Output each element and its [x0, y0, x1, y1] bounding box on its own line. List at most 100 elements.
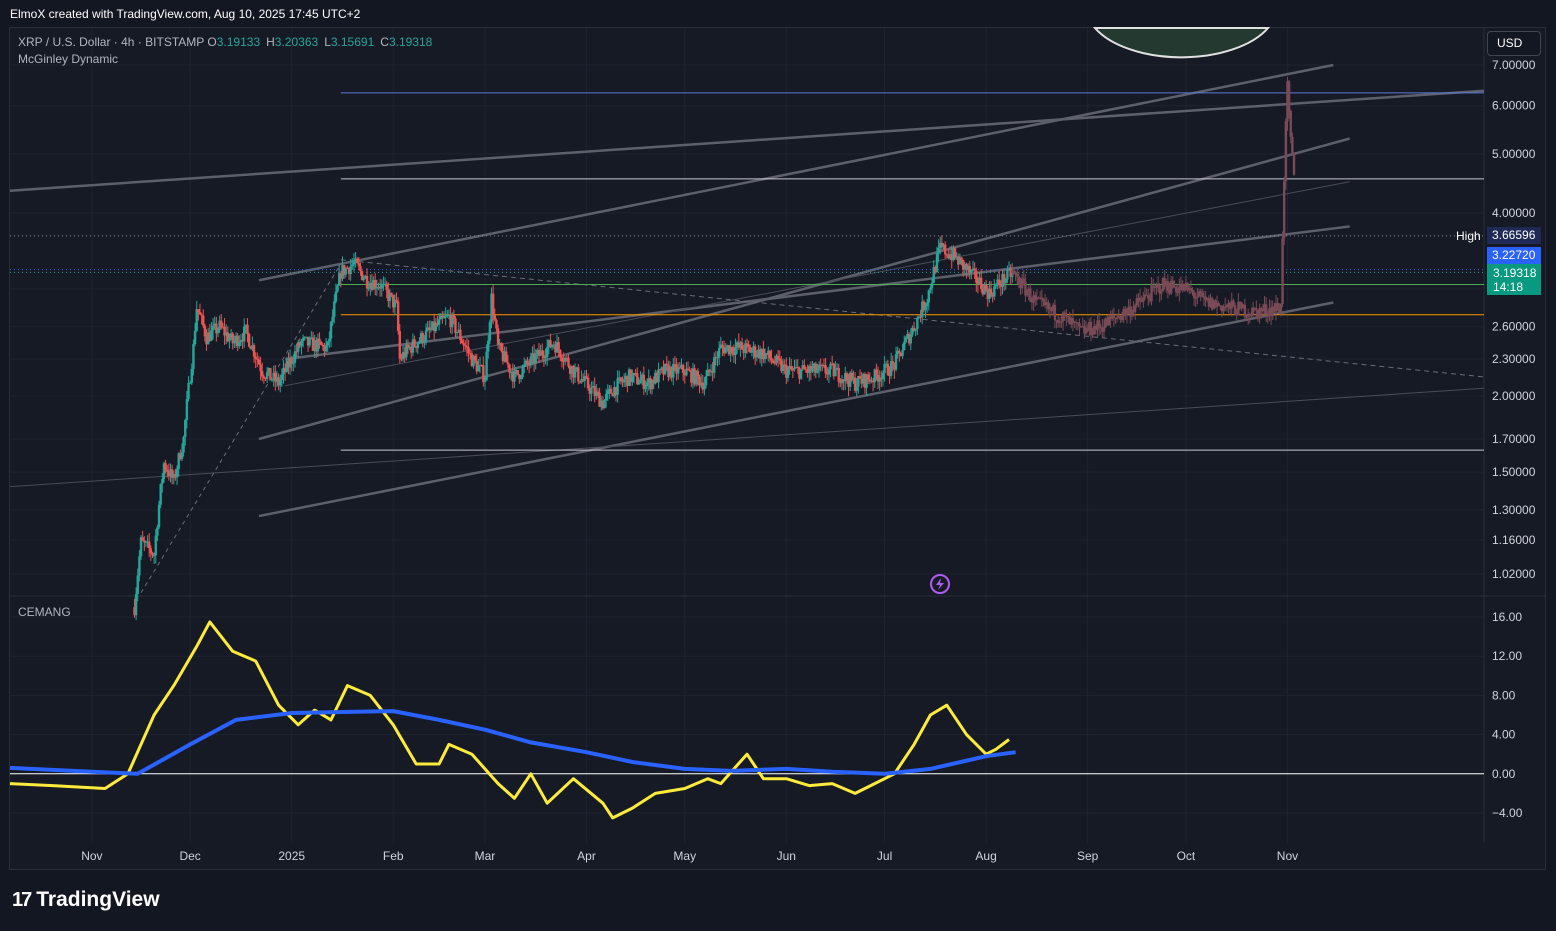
- candle-body: [387, 290, 390, 301]
- tradingview-logo[interactable]: 17 TradingView: [12, 888, 160, 912]
- candle-body: [883, 363, 886, 374]
- candle-body: [629, 369, 632, 383]
- candle-body: [829, 363, 832, 370]
- projection-body: [1291, 136, 1294, 155]
- candle-body: [788, 366, 791, 370]
- osc-tick-label: 16.00: [1492, 610, 1522, 624]
- candle-body: [943, 244, 947, 255]
- candle-body: [275, 377, 279, 382]
- indicator-label[interactable]: McGinley Dynamic: [18, 52, 119, 66]
- candle-body: [588, 388, 591, 394]
- candle-body: [824, 365, 827, 374]
- candle-body: [277, 377, 280, 386]
- projection-body: [1027, 288, 1030, 293]
- candle-body: [796, 366, 799, 368]
- projection-body: [1132, 309, 1135, 313]
- chart-credit: ElmoX created with TradingView.com, Aug …: [10, 7, 361, 21]
- projection-body: [1212, 300, 1215, 310]
- candle-body: [464, 345, 467, 347]
- candle-body: [267, 368, 270, 373]
- oscillator-label[interactable]: CEMANG: [18, 605, 71, 619]
- projection-body: [1186, 282, 1189, 291]
- candle-body: [925, 302, 929, 307]
- projection-body: [1276, 303, 1279, 309]
- high-price-tag: 3.66596: [1487, 227, 1541, 244]
- projection-body: [1040, 297, 1043, 299]
- candle-body: [916, 317, 919, 330]
- candle-body: [763, 353, 767, 360]
- candle-body: [243, 326, 246, 342]
- candle-body: [840, 379, 844, 384]
- candle-body: [215, 323, 218, 334]
- close-key: C: [380, 35, 389, 49]
- candle-body: [315, 340, 318, 352]
- candle-body: [819, 364, 822, 367]
- symbol-name[interactable]: XRP / U.S. Dollar · 4h · BITSTAMP: [18, 35, 205, 49]
- candle-body: [305, 336, 308, 338]
- candle-body: [986, 289, 989, 299]
- candle-body: [378, 286, 382, 289]
- candle-body: [585, 376, 588, 378]
- candle-body: [413, 339, 416, 347]
- candle-body: [337, 273, 341, 286]
- projection-body: [1224, 306, 1227, 308]
- candle-body: [878, 377, 881, 382]
- projection-body: [1250, 315, 1253, 317]
- candle-body: [390, 292, 393, 295]
- candle-body: [308, 337, 311, 346]
- candle-body: [924, 306, 927, 311]
- candle-body: [149, 548, 153, 554]
- candle-body: [341, 265, 344, 279]
- trend-line: [9, 387, 1485, 488]
- candle-body: [984, 284, 988, 290]
- candle-body: [220, 320, 223, 327]
- candle-body: [246, 324, 249, 334]
- projection-body: [1055, 319, 1058, 321]
- projection-body: [1184, 282, 1188, 285]
- projection-body: [1151, 285, 1155, 287]
- candle-body: [562, 361, 565, 363]
- projection-body: [1127, 306, 1130, 311]
- candle-body: [565, 357, 569, 359]
- candle-body: [691, 368, 695, 383]
- candle-body: [847, 380, 850, 387]
- candle-body: [757, 349, 760, 356]
- projection-body: [1091, 334, 1094, 336]
- candle-body: [994, 285, 998, 287]
- candle-body: [945, 254, 949, 256]
- candle-body: [333, 301, 336, 317]
- currency-button[interactable]: USD: [1487, 31, 1541, 56]
- candle-body: [555, 342, 559, 353]
- candle-body: [447, 314, 451, 316]
- candle-body: [383, 283, 387, 285]
- candle-body: [706, 369, 709, 377]
- candle-body: [326, 341, 329, 346]
- candle-body: [863, 374, 867, 388]
- candle-body: [966, 265, 970, 270]
- candle-body: [690, 370, 693, 383]
- candle-body: [182, 436, 185, 453]
- candle-body: [175, 468, 179, 478]
- candle-body: [531, 353, 534, 357]
- candle-body: [521, 366, 524, 377]
- projection-body: [1016, 274, 1019, 277]
- candle-body: [167, 471, 171, 477]
- candle-body: [539, 350, 542, 356]
- candle-body: [727, 345, 731, 355]
- candle-body: [347, 268, 351, 275]
- candle-body: [488, 322, 492, 341]
- osc-tick-label: −4.00: [1492, 806, 1523, 820]
- projection-body: [1138, 297, 1142, 302]
- candle-body: [174, 474, 177, 478]
- candle-body: [747, 344, 750, 348]
- candle-body: [508, 364, 511, 373]
- projection-body: [1209, 297, 1212, 307]
- candle-body: [180, 452, 184, 460]
- candle-body: [403, 352, 406, 358]
- trend-line: [258, 137, 1351, 441]
- candle-body: [868, 379, 872, 382]
- candle-body: [252, 345, 256, 357]
- candle-body: [875, 369, 878, 375]
- candle-body: [780, 360, 783, 371]
